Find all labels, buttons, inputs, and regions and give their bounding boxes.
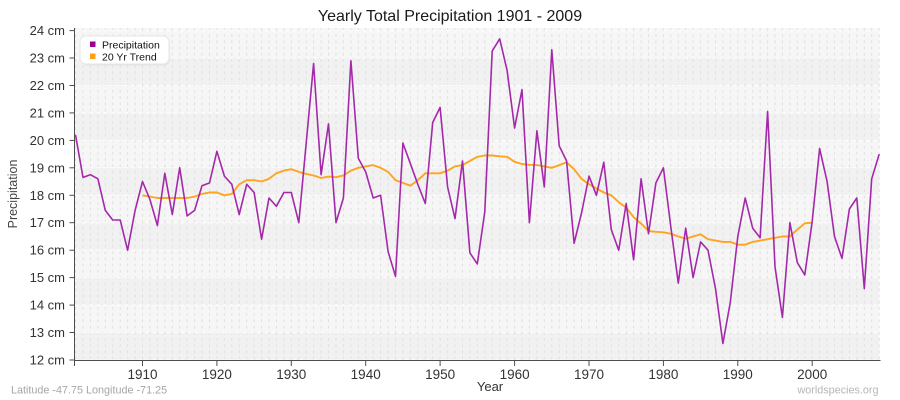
svg-text:14 cm: 14 cm (30, 298, 65, 313)
svg-text:20 Yr Trend: 20 Yr Trend (102, 52, 157, 64)
svg-text:2000: 2000 (797, 367, 827, 382)
svg-text:Yearly Total Precipitation 190: Yearly Total Precipitation 1901 - 2009 (318, 8, 582, 25)
svg-text:1950: 1950 (425, 367, 455, 382)
svg-text:1990: 1990 (723, 367, 753, 382)
svg-text:1980: 1980 (648, 367, 678, 382)
svg-text:24 cm: 24 cm (30, 23, 65, 38)
svg-text:Precipitation: Precipitation (102, 40, 160, 52)
svg-text:1940: 1940 (351, 367, 381, 382)
svg-text:worldspecies.org: worldspecies.org (796, 385, 878, 397)
svg-text:22 cm: 22 cm (30, 78, 65, 93)
svg-text:12 cm: 12 cm (30, 353, 65, 368)
svg-text:21 cm: 21 cm (30, 105, 65, 120)
svg-text:23 cm: 23 cm (30, 51, 65, 66)
svg-text:17 cm: 17 cm (30, 215, 65, 230)
svg-text:Precipitation: Precipitation (6, 160, 20, 229)
svg-text:Year: Year (477, 379, 504, 394)
svg-text:1920: 1920 (202, 367, 232, 382)
svg-text:15 cm: 15 cm (30, 270, 65, 285)
svg-text:19 cm: 19 cm (30, 160, 65, 175)
svg-text:20 cm: 20 cm (30, 133, 65, 148)
svg-text:16 cm: 16 cm (30, 243, 65, 258)
svg-text:Latitude -47.75 Longitude -71.: Latitude -47.75 Longitude -71.25 (11, 385, 167, 397)
svg-text:18 cm: 18 cm (30, 188, 65, 203)
svg-text:1970: 1970 (574, 367, 604, 382)
svg-text:1910: 1910 (127, 367, 157, 382)
svg-text:13 cm: 13 cm (30, 325, 65, 340)
svg-text:1930: 1930 (276, 367, 306, 382)
svg-text:1960: 1960 (500, 367, 530, 382)
